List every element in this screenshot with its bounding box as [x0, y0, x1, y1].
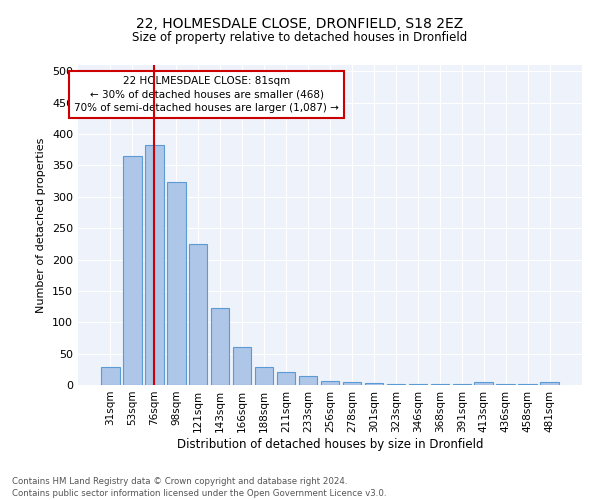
- Text: 22, HOLMESDALE CLOSE, DRONFIELD, S18 2EZ: 22, HOLMESDALE CLOSE, DRONFIELD, S18 2EZ: [136, 18, 464, 32]
- Bar: [211, 308, 229, 385]
- Bar: [101, 368, 119, 385]
- Bar: [299, 376, 317, 385]
- Bar: [123, 156, 142, 385]
- Y-axis label: Number of detached properties: Number of detached properties: [37, 138, 46, 312]
- Bar: [320, 381, 340, 385]
- Bar: [233, 348, 251, 385]
- Bar: [475, 382, 493, 385]
- Bar: [386, 384, 405, 385]
- Bar: [431, 384, 449, 385]
- Text: 22 HOLMESDALE CLOSE: 81sqm
← 30% of detached houses are smaller (468)
70% of sem: 22 HOLMESDALE CLOSE: 81sqm ← 30% of deta…: [74, 76, 339, 112]
- Bar: [255, 368, 274, 385]
- Bar: [343, 382, 361, 385]
- Bar: [409, 384, 427, 385]
- Bar: [518, 384, 537, 385]
- Bar: [541, 382, 559, 385]
- Bar: [452, 384, 471, 385]
- Bar: [496, 384, 515, 385]
- X-axis label: Distribution of detached houses by size in Dronfield: Distribution of detached houses by size …: [177, 438, 483, 450]
- Bar: [277, 372, 295, 385]
- Bar: [189, 244, 208, 385]
- Text: Size of property relative to detached houses in Dronfield: Size of property relative to detached ho…: [133, 31, 467, 44]
- Bar: [145, 144, 164, 385]
- Bar: [365, 383, 383, 385]
- Text: Contains HM Land Registry data © Crown copyright and database right 2024.
Contai: Contains HM Land Registry data © Crown c…: [12, 476, 386, 498]
- Bar: [167, 182, 185, 385]
